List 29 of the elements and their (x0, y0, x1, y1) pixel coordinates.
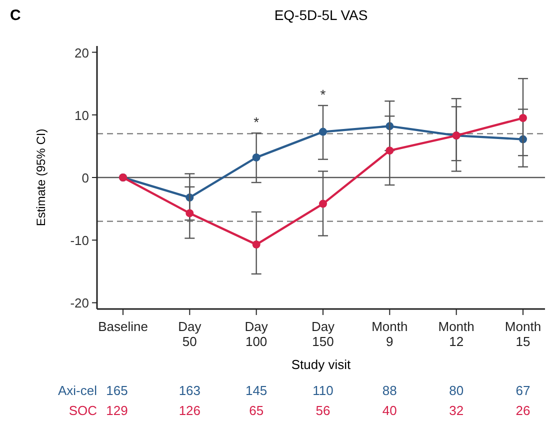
point (386, 146, 394, 155)
x-tick-label: Day 50 (178, 319, 202, 349)
x-tick-label: Day 150 (311, 319, 336, 349)
point (252, 240, 260, 248)
y-axis-title: Estimate (95% CI) (34, 128, 48, 226)
y-tick-label: 20 (74, 45, 89, 60)
x-tick-label: Baseline (98, 319, 148, 334)
annotation: * (320, 86, 326, 102)
y-tick-label: -10 (70, 233, 89, 248)
x-tick-label: Day 100 (244, 319, 268, 349)
y-tick-label: 10 (74, 108, 89, 123)
text: Axi-cel (58, 383, 98, 398)
text: SOC (68, 403, 97, 418)
point (252, 153, 260, 162)
x-tick-label: Month 15 (504, 319, 542, 349)
chart-title: EQ-5D-5L VAS (274, 7, 368, 23)
point (186, 209, 194, 218)
annotation: * (254, 114, 260, 130)
point (519, 114, 527, 122)
y-tick-label: -20 (70, 296, 89, 311)
text: 129 126 65 56 40 32 26 (106, 403, 530, 418)
x-tick-label: Month 12 (438, 319, 474, 349)
point (319, 128, 327, 136)
text: C (10, 7, 21, 24)
x-tick-label: Month 9 (372, 319, 408, 349)
x-axis-title: Study visit (291, 357, 352, 372)
text: 165 163 145 110 88 80 67 (106, 383, 530, 398)
y-tick-label: 0 (82, 170, 89, 186)
point (319, 200, 327, 208)
